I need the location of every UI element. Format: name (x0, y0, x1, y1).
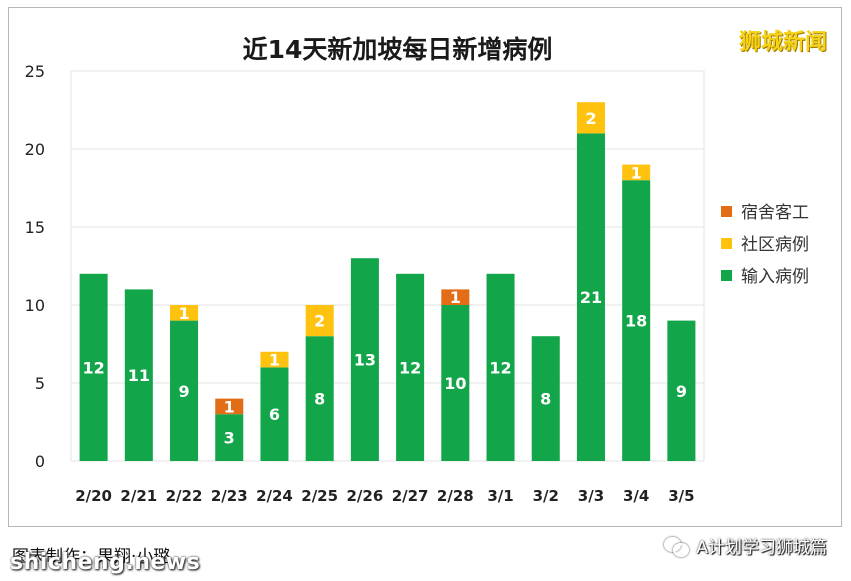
bar-segment (350, 258, 379, 461)
data-label: 21 (580, 288, 602, 307)
x-tick-label: 2/24 (256, 487, 293, 505)
data-label: 13 (354, 351, 376, 370)
y-tick-label: 20 (25, 140, 45, 159)
y-tick-label: 10 (25, 296, 45, 315)
legend-swatch (721, 238, 732, 249)
x-tick-label: 3/1 (487, 487, 513, 505)
x-tick-label: 2/22 (166, 487, 203, 505)
bar-segment (622, 180, 651, 461)
chart-credit-caption: 图表制作：果翔·小璐 (12, 547, 171, 567)
y-tick-label: 25 (25, 62, 45, 81)
bar-segment (396, 273, 425, 461)
x-tick-label: 3/4 (623, 487, 649, 505)
chart-frame: 近14天新加坡每日新增病例 0 5 10 15 20 25 12 2/20 11 2/21 9 1 2/2… (8, 7, 842, 527)
bar-segment (441, 289, 470, 305)
data-label: 9 (178, 382, 189, 401)
bar-segment (622, 164, 651, 181)
data-label: 6 (269, 405, 280, 424)
y-tick-label: 5 (35, 374, 45, 393)
bar-segment (305, 336, 334, 461)
bar-segment (667, 320, 696, 461)
legend-entry: 社区病例 (741, 235, 809, 255)
bar-segment (576, 133, 605, 461)
x-tick-label: 2/26 (346, 487, 383, 505)
x-tick-label: 2/27 (392, 487, 429, 505)
x-tick-label: 2/28 (437, 487, 474, 505)
y-tick-label: 0 (35, 452, 45, 471)
site-watermark: shicheng.news (10, 550, 201, 575)
bar-segment (215, 414, 244, 461)
data-label: 1 (224, 397, 235, 416)
legend-entry: 宿舍客工 (741, 203, 809, 223)
chart-title: 近14天新加坡每日新增病例 (243, 35, 553, 64)
data-label: 1 (631, 163, 642, 182)
x-tick-label: 2/23 (211, 487, 248, 505)
wechat-account-name: A计划学习狮城篇 (696, 538, 827, 558)
plot-area (70, 70, 705, 462)
data-label: 1 (450, 288, 461, 307)
bar-segment (124, 289, 153, 461)
x-tick-label: 2/20 (75, 487, 112, 505)
bar-segment (305, 305, 334, 337)
data-label: 11 (128, 366, 150, 385)
x-tick-label: 2/21 (120, 487, 157, 505)
data-label: 3 (224, 429, 235, 448)
wechat-icon (664, 535, 690, 557)
data-label: 10 (444, 374, 466, 393)
legend-swatch (721, 270, 732, 281)
data-label: 9 (676, 382, 687, 401)
data-label: 12 (399, 358, 421, 377)
bar-segment (79, 273, 108, 461)
data-label: 2 (585, 109, 596, 128)
legend-swatch (721, 206, 732, 217)
x-tick-label: 3/3 (578, 487, 604, 505)
bar-segment (170, 305, 199, 321)
bar-segment (531, 336, 560, 461)
data-label: 8 (314, 390, 325, 409)
bar-segment (486, 273, 515, 461)
data-label: 1 (178, 304, 189, 323)
x-tick-label: 3/5 (668, 487, 694, 505)
x-tick-label: 3/2 (533, 487, 559, 505)
bar-segment (576, 102, 605, 134)
brand-logo-text: 狮城新闻 (738, 30, 827, 55)
y-tick-label: 15 (25, 218, 45, 237)
data-label: 12 (82, 358, 104, 377)
bar-segment (441, 305, 470, 461)
bar-segment (215, 398, 244, 415)
bar-segment (260, 367, 289, 461)
data-label: 8 (540, 390, 551, 409)
data-label: 1 (269, 351, 280, 370)
bar-segment (260, 351, 289, 368)
legend-entry: 输入病例 (741, 267, 809, 287)
stacked-bar-chart: 近14天新加坡每日新增病例0510152025122/20112/21912/2… (25, 35, 809, 505)
bar-segment (170, 320, 199, 461)
data-label: 2 (314, 312, 325, 331)
x-tick-label: 2/25 (301, 487, 338, 505)
data-label: 12 (489, 358, 511, 377)
wechat-account-watermark: A计划学习狮城篇 (664, 533, 827, 558)
data-label: 18 (625, 312, 647, 331)
